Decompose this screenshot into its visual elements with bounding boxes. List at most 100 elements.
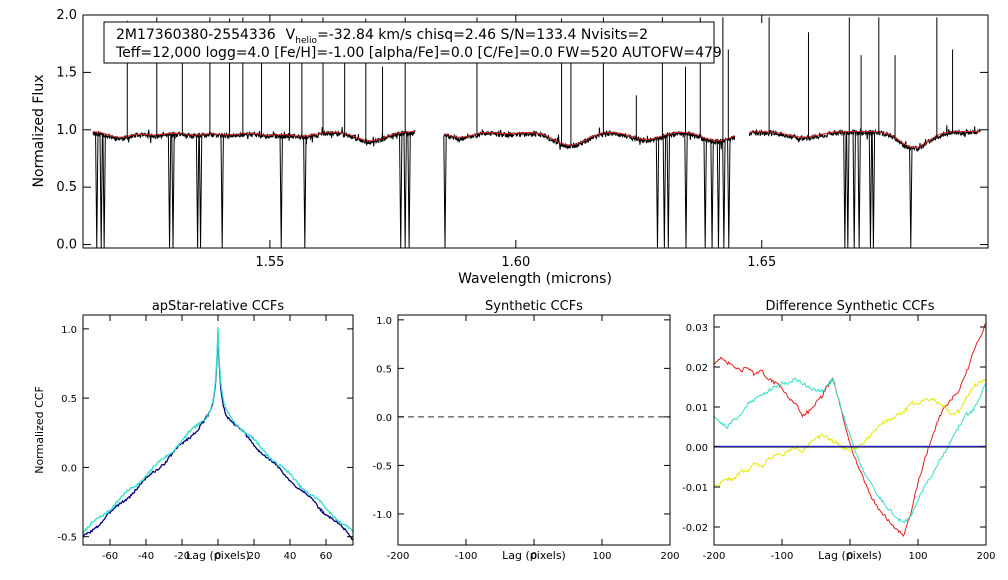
difference-ccf-y-ticks: -0.02 -0.01 0.00 0.01 0.02 0.03: [682, 323, 986, 534]
synthetic-ccf-panel: -200 -100 0 100 200 -1.0 -0.5 0.0 0.5 1.0 Synthe…: [372, 299, 680, 562]
apstar-ccf-xtick-label: -60: [102, 551, 118, 562]
apstar-ccf-xtick-label: -40: [138, 551, 154, 562]
difference-ccf-diff-cyan-line: [713, 377, 987, 524]
spectrum-absorption-line: [167, 134, 172, 248]
synthetic-ccf-ytick-label: 0.0: [376, 413, 392, 424]
synthetic-ccf-ytick-label: 0.5: [376, 364, 392, 375]
spectrum-observed-line: [92, 125, 981, 153]
info-star-id: 2M17360380-2554336: [116, 27, 276, 43]
apstar-ccf-ytick-label: -0.5: [57, 533, 77, 544]
spectrum-model-line: [92, 131, 981, 149]
spectrum-absorption-line: [399, 133, 403, 248]
difference-ccf-series: [713, 322, 987, 538]
spectrum-absorption-line: [443, 135, 447, 248]
apstar-ccf-panel: -60 -40 -20 0 20 40 60 -0.5 0.0 0.5 1.0 apStar-re…: [33, 299, 354, 562]
spectrum-absorption-line: [407, 132, 411, 248]
difference-ccf-ytick-label: 0.01: [686, 403, 708, 414]
spectrum-ytick-label: 1.5: [56, 65, 77, 80]
apstar-ccf-y-ticks: -0.5 0.0 0.5 1.0: [57, 325, 353, 544]
spectrum-absorption-line: [171, 134, 175, 248]
spectrum-ytick-label: 0.0: [56, 238, 77, 253]
spectrum-x-label: Wavelength (microns): [458, 271, 612, 287]
difference-ccf-panel: -200 -100 0 100 200 -0.02 -0.01 0.00 0.01 0.02 0.…: [682, 299, 995, 562]
apstar-ccf-xtick-label: 60: [320, 551, 333, 562]
apstar-ccf-x-label: Lag (pixels): [186, 549, 250, 562]
apstar-ccf-x-ticks: -60 -40 -20 0 20 40 60: [102, 315, 333, 562]
difference-ccf-ytick-label: -0.01: [682, 483, 708, 494]
difference-ccf-ytick-label: 0.02: [686, 363, 708, 374]
spectrum-absorption-line: [195, 136, 200, 248]
synthetic-ccf-ytick-label: -1.0: [372, 510, 392, 521]
spectrum-xtick-label: 1.55: [255, 255, 284, 270]
spectrum-absorption-line: [843, 132, 847, 248]
synthetic-ccf-xtick-label: -200: [387, 551, 410, 562]
spectrum-absorption-line: [868, 132, 873, 248]
info-vhelio-sub: helio: [295, 36, 317, 46]
apstar-ccf-title: apStar-relative CCFs: [152, 299, 285, 314]
spectrum-absorption-line: [710, 141, 714, 248]
apstar-ccf-xtick-label: 0: [215, 551, 221, 562]
info-vhelio-rest: =-32.84 km/s chisq=2.46 S/N=133.4 Nvisit…: [317, 27, 648, 43]
spectrum-info-line1: 2M17360380-2554336 Vhelio=-32.84 km/s chi…: [116, 27, 648, 46]
spectrum-xtick-label: 1.65: [747, 255, 776, 270]
apstar-ccf-visit-2-line: [82, 327, 354, 535]
synthetic-ccf-xtick-label: 200: [660, 551, 679, 562]
difference-ccf-xtick-label: -200: [703, 551, 726, 562]
spectrum-absorption-line: [716, 141, 721, 248]
spectrum-absorption-line: [102, 134, 106, 248]
synthetic-ccf-xtick-label: 100: [592, 551, 611, 562]
difference-ccf-ytick-label: 0.00: [686, 443, 708, 454]
spectrum-x-ticks: 1.55 1.60 1.65: [255, 15, 776, 270]
spectrum-absorption-line: [303, 137, 307, 248]
apstar-ccf-ytick-label: 0.5: [61, 394, 77, 405]
difference-ccf-axes-frame: [713, 314, 987, 546]
spectrum-absorption-line: [871, 132, 876, 248]
spectrum-panel: 1.55 1.60 1.65 0.0 0.5 1.0 1.5 2.0 Wavelength …: [31, 8, 989, 287]
synthetic-ccf-x-ticks: -200 -100 0 100 200: [387, 315, 680, 562]
synthetic-ccf-xtick-label: 0: [531, 551, 537, 562]
difference-ccf-diff-red-line: [713, 322, 987, 538]
difference-ccf-ytick-label: -0.02: [682, 523, 708, 534]
spectrum-absorption-line: [220, 135, 224, 248]
spectrum-absorption-line: [846, 132, 850, 248]
spectrum-ytick-label: 0.5: [56, 180, 77, 195]
spectrum-absorption-line: [99, 133, 103, 248]
spectrum-absorption-line: [852, 132, 856, 248]
apstar-ccf-xtick-label: -20: [174, 551, 190, 562]
apstar-ccf-xtick-label: 40: [284, 551, 297, 562]
spectrum-info-box: [103, 21, 715, 64]
spectrum-absorption-line: [857, 132, 861, 248]
spectrum-absorption-line: [666, 135, 670, 248]
spectrum-absorption-line: [909, 148, 913, 248]
synthetic-ccf-ytick-label: 1.0: [376, 316, 392, 327]
apstar-ccf-y-label: Normalized CCF: [33, 386, 46, 474]
spectrum-absorption-line: [703, 139, 707, 248]
spectrum-info-line2: Teff=12,000 logg=4.0 [Fe/H]=-1.00 [alpha…: [115, 45, 722, 61]
spectrum-absorption-line: [722, 141, 726, 248]
spectrum-xtick-label: 1.60: [501, 255, 530, 270]
synthetic-ccf-y-ticks: -1.0 -0.5 0.0 0.5 1.0: [372, 316, 670, 521]
apstar-ccf-ytick-label: 0.0: [61, 463, 77, 474]
spectrum-absorption-line: [727, 139, 731, 248]
synthetic-ccf-x-label: Lag (pixels): [502, 549, 566, 562]
synthetic-ccf-title: Synthetic CCFs: [485, 299, 583, 314]
difference-ccf-x-label: Lag (pixels): [818, 549, 882, 562]
difference-ccf-x-ticks: -200 -100 0 100 200: [703, 315, 996, 562]
spectrum-absorption-line: [198, 135, 203, 248]
spectrum-absorption-line: [684, 133, 688, 248]
info-vhelio-label: V: [286, 27, 296, 43]
difference-ccf-title: Difference Synthetic CCFs: [765, 299, 934, 314]
difference-ccf-xtick-label: -100: [771, 551, 794, 562]
spectrum-axes-frame: [82, 14, 989, 249]
spectrum-absorption-features: [95, 132, 913, 248]
spectrum-absorption-line: [95, 133, 99, 248]
difference-ccf-xtick-label: 0: [847, 551, 853, 562]
apstar-ccf-series: [82, 327, 354, 541]
difference-ccf-ytick-label: 0.03: [686, 323, 708, 334]
spectrum-ytick-label: 2.0: [56, 8, 77, 23]
spectrum-ytick-label: 1.0: [56, 123, 77, 138]
synthetic-ccf-ytick-label: -0.5: [372, 461, 392, 472]
apstar-ccf-xtick-label: 20: [248, 551, 261, 562]
